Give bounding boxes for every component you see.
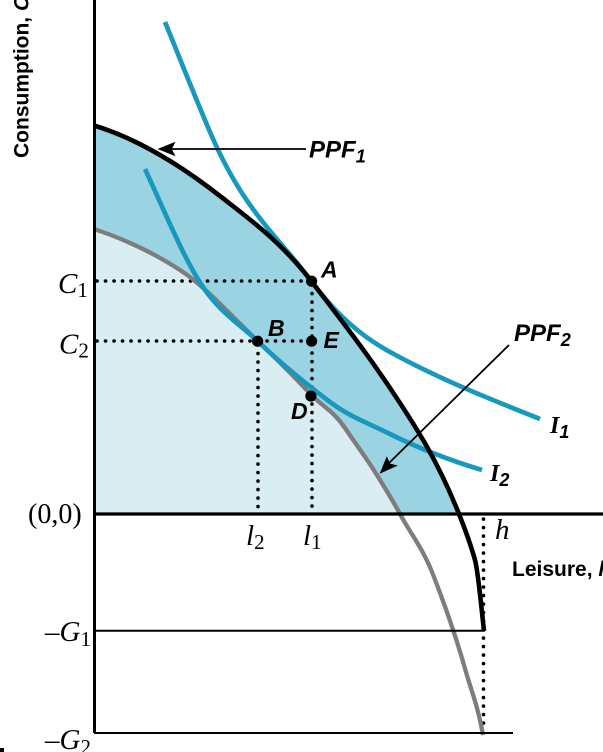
svg-text:I2: I2 [489, 461, 509, 490]
svg-text:PPF2: PPF2 [514, 320, 571, 350]
svg-text:Leisure, l: Leisure, l [512, 558, 603, 581]
svg-text:PPF1: PPF1 [309, 137, 366, 167]
svg-text:I1: I1 [549, 413, 569, 442]
svg-text:A: A [320, 257, 338, 283]
svg-text:C2: C2 [59, 329, 89, 363]
svg-text:–G1: –G1 [44, 616, 91, 651]
svg-text:E: E [324, 327, 340, 353]
svg-text:B: B [268, 315, 285, 341]
svg-text:D: D [291, 398, 308, 424]
svg-text:C1: C1 [58, 268, 88, 302]
svg-text:h: h [495, 514, 510, 546]
svg-text:Consumption, C: Consumption, C [11, 0, 34, 158]
svg-text:(0,0): (0,0) [28, 499, 82, 530]
svg-text:l2: l2 [246, 520, 265, 554]
svg-text:–G2: –G2 [44, 724, 91, 752]
svg-text:l1: l1 [303, 520, 322, 554]
